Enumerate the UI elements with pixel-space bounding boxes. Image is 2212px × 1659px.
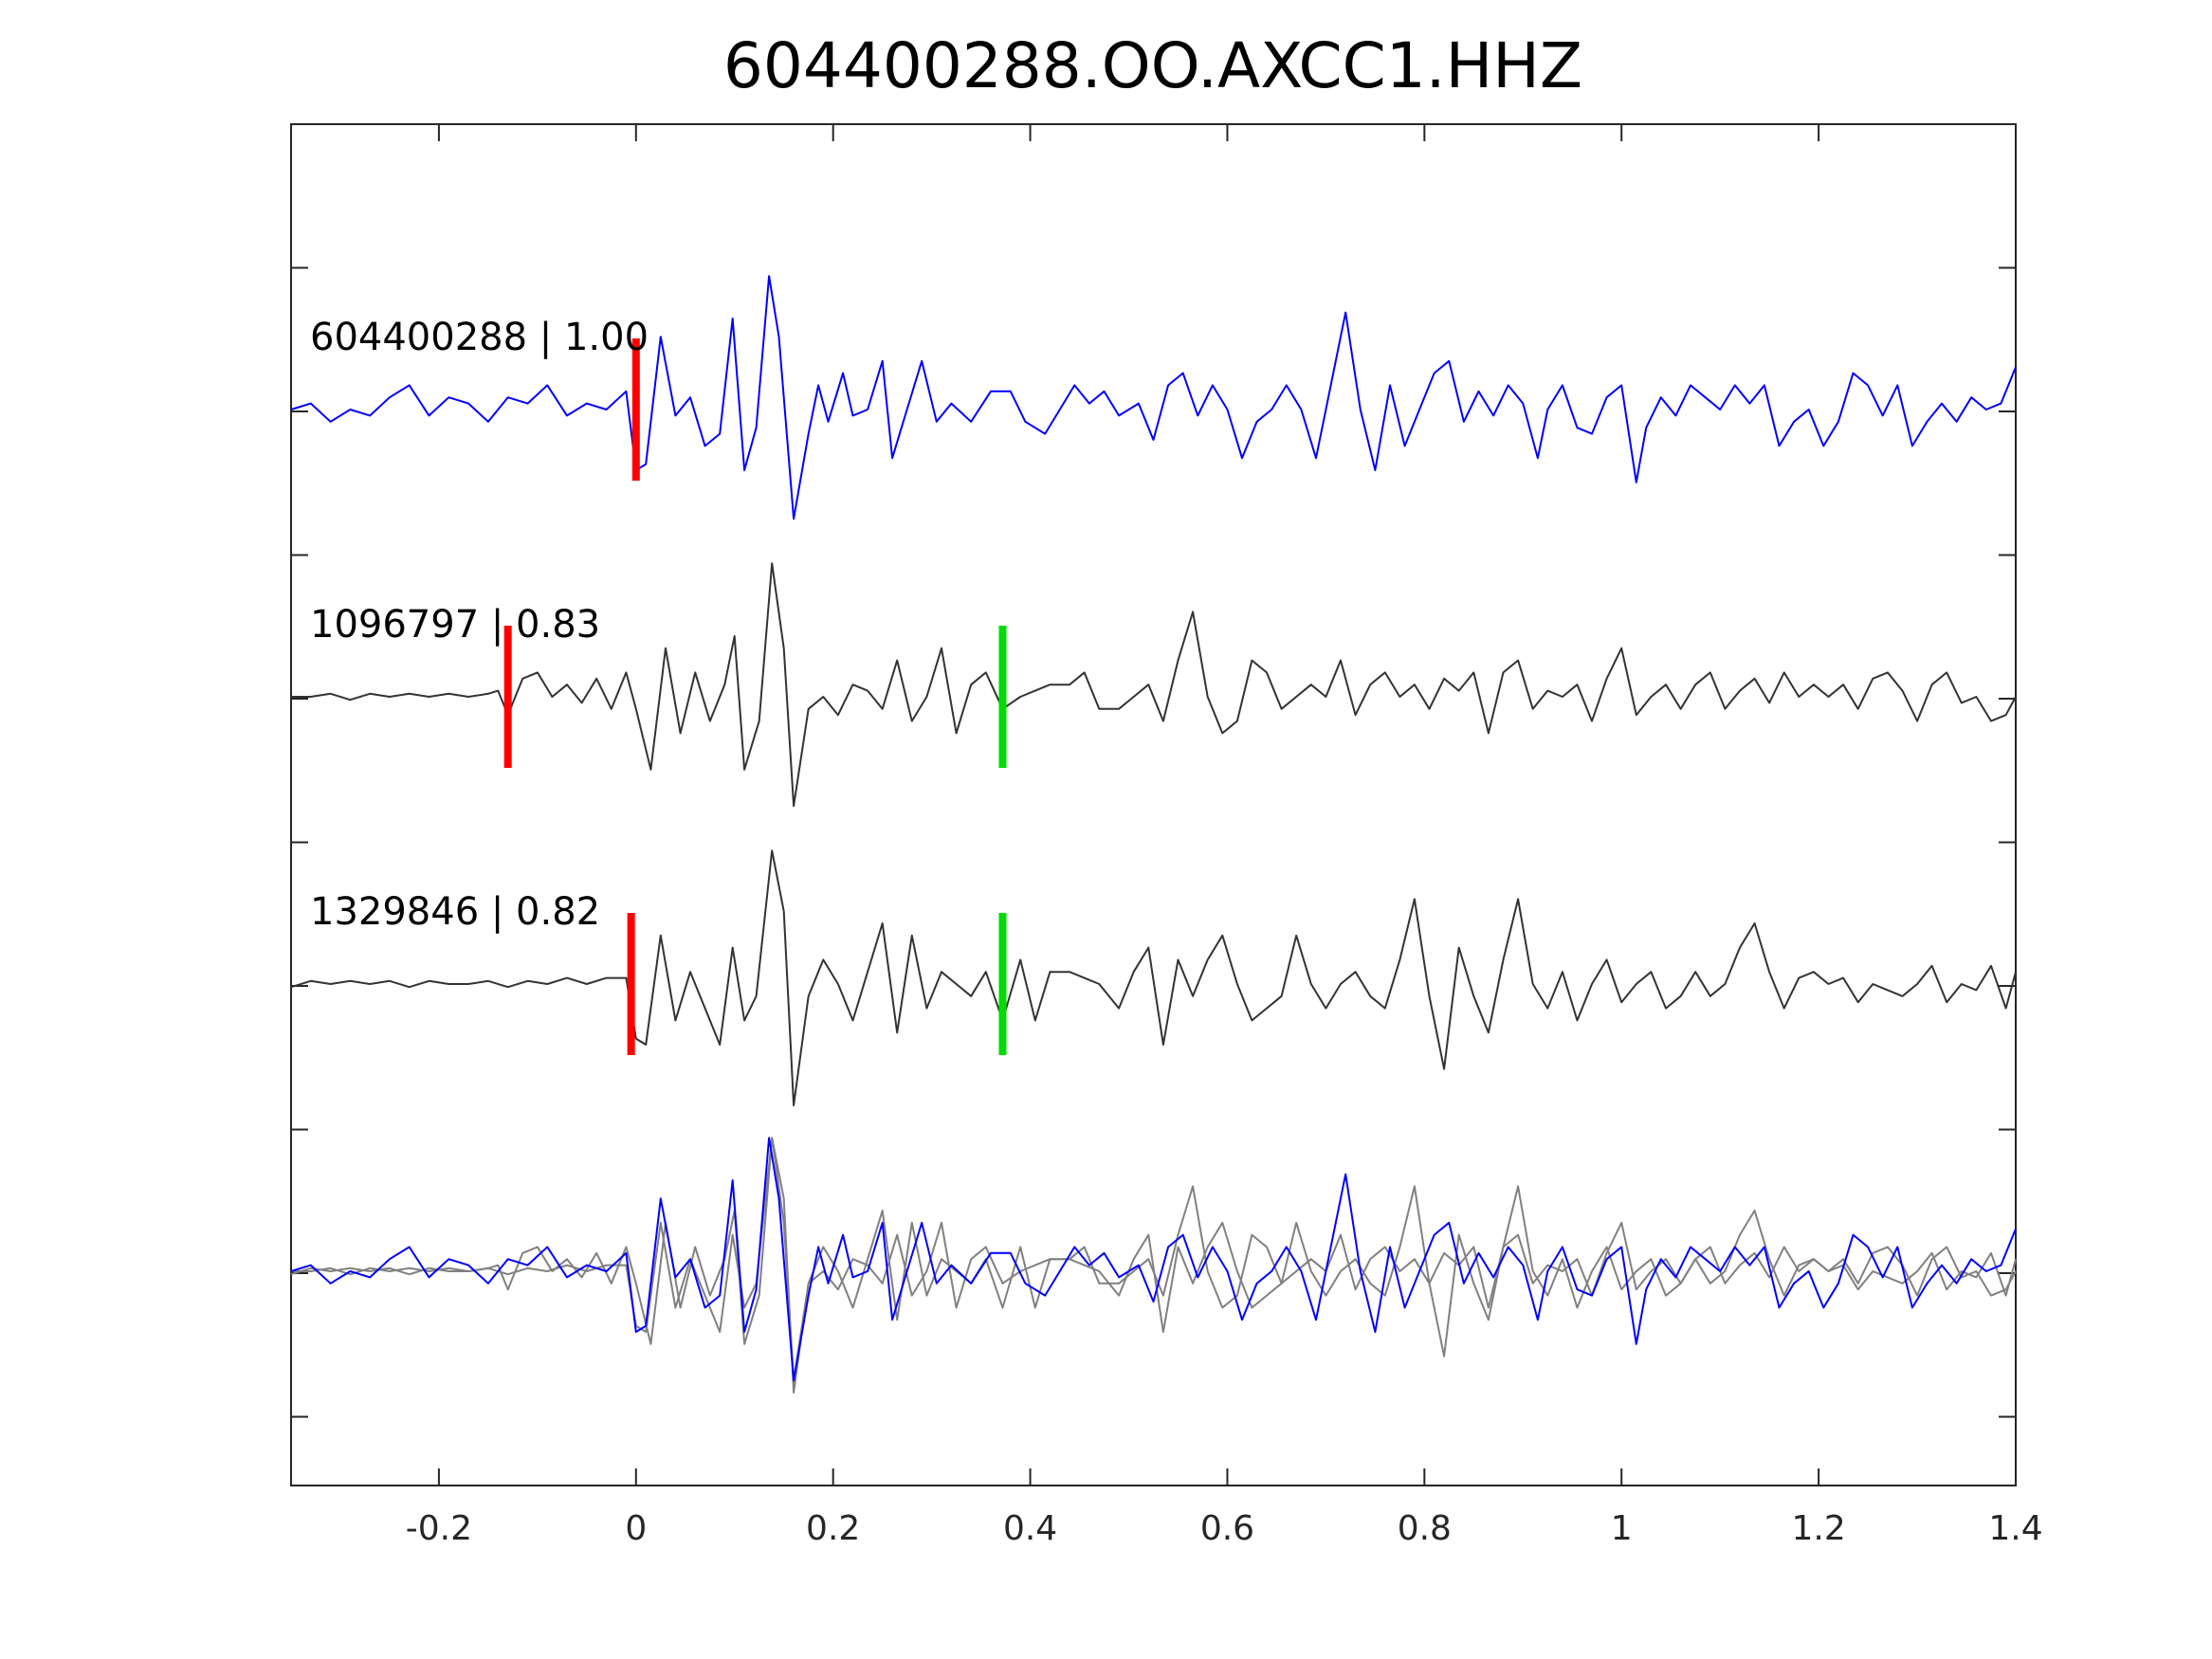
x-tick-label-4: 0.6	[1200, 1509, 1254, 1548]
axis-ticks: -0.2 0 0.2 0.4 0.6 0.8 1 1.2 1.4	[291, 124, 2043, 1548]
x-tick-label-0: -0.2	[406, 1509, 472, 1548]
x-tick-label-6: 1	[1611, 1509, 1633, 1548]
traces	[290, 275, 2017, 1106]
trace-1-label: 1096797 | 0.83	[310, 603, 600, 647]
x-tick-label-3: 0.4	[1003, 1509, 1057, 1548]
x-tick-label-7: 1.2	[1791, 1509, 1845, 1548]
x-tick-label-8: 1.4	[1988, 1509, 2042, 1548]
trace-0-waveform	[290, 275, 2017, 520]
phase-picks	[503, 338, 1007, 1055]
x-tick-label-5: 0.8	[1398, 1509, 1452, 1548]
trace-1-waveform	[291, 562, 2017, 808]
x-tick-label-2: 0.2	[806, 1509, 860, 1548]
overlay-trace-2	[290, 1137, 2017, 1394]
trace-0-label: 604400288 | 1.00	[310, 316, 649, 359]
trace-labels: 604400288 | 1.00 1096797 | 0.83 1329846 | …	[310, 316, 649, 934]
trace-2-waveform	[290, 849, 2017, 1106]
overlay-trace-1	[291, 1137, 2017, 1382]
chart-title: 604400288.OO.AXCC1.HHZ	[723, 29, 1582, 102]
trace-2-label: 1329846 | 0.82	[310, 890, 600, 934]
overlay-trace-0	[290, 1137, 2017, 1382]
x-tick-label-1: 0	[625, 1509, 647, 1548]
overlay-traces	[290, 1137, 2017, 1394]
